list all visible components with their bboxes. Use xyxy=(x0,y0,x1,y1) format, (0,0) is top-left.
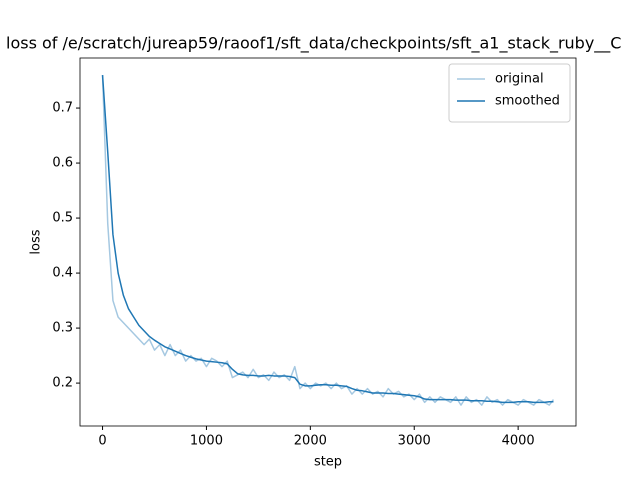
legend-label: original xyxy=(495,72,544,87)
line-series xyxy=(101,74,554,404)
x-tick-label: 2000 xyxy=(294,434,327,449)
x-tick-label: 0 xyxy=(98,434,106,449)
x-tick-label: 4000 xyxy=(502,434,535,449)
x-tick-label: 1000 xyxy=(190,434,223,449)
y-tick-label: 0.3 xyxy=(52,321,73,336)
y-tick-label: 0.2 xyxy=(52,376,73,391)
y-axis-label: loss xyxy=(29,229,44,254)
chart-title: loss of /e/scratch/jureap59/raoof1/sft_d… xyxy=(6,34,621,54)
plot-frame xyxy=(79,57,577,427)
y-tick-label: 0.7 xyxy=(52,101,73,116)
x-tick-label: 3000 xyxy=(398,434,431,449)
y-tick-label: 0.5 xyxy=(52,211,73,226)
y-tick-label: 0.4 xyxy=(52,266,73,281)
legend-label: smoothed xyxy=(495,94,560,109)
line-series xyxy=(101,75,555,406)
y-tick-label: 0.6 xyxy=(52,156,73,171)
x-axis-label: step xyxy=(314,455,342,470)
